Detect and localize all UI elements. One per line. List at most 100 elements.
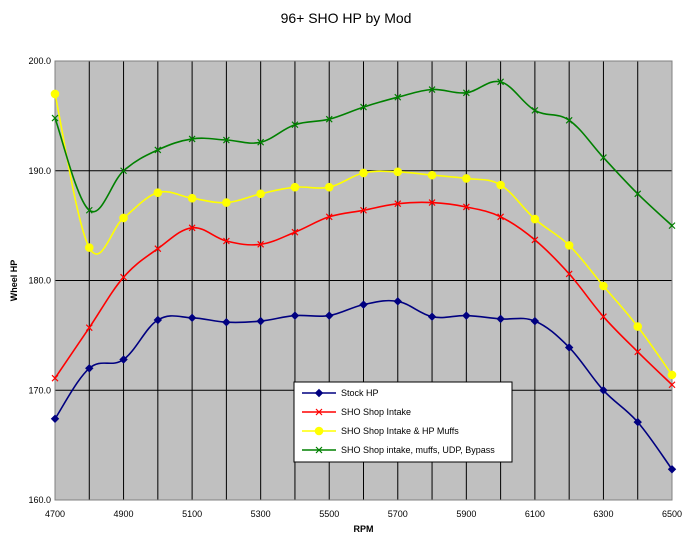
data-point (394, 200, 402, 208)
x-tick-label: 5700 (388, 509, 408, 519)
data-point (668, 222, 676, 230)
x-tick-label: 4900 (114, 509, 134, 519)
data-point (222, 237, 230, 245)
data-point (360, 103, 367, 111)
data-point (359, 300, 368, 309)
data-point (462, 311, 471, 320)
legend-marker (314, 388, 324, 398)
x-tick-label: 5100 (182, 509, 202, 519)
data-point (50, 89, 60, 99)
legend-marker (315, 408, 323, 416)
data-point (119, 213, 128, 223)
data-point (290, 311, 300, 320)
x-tick-label: 4700 (45, 509, 65, 519)
legend-label: SHO Shop Intake (341, 407, 411, 417)
data-point (222, 136, 230, 144)
x-axis-ticks: 4700 4900 5100 5300 5500 5700 5900 6100 6300 6500 (45, 509, 682, 519)
data-point (325, 311, 334, 320)
data-point (51, 114, 59, 122)
data-point (633, 322, 643, 331)
data-point (324, 182, 334, 192)
data-point (599, 386, 608, 395)
data-point (394, 93, 402, 101)
data-point (257, 138, 265, 146)
data-point (188, 224, 196, 232)
legend-label: Stock HP (341, 388, 379, 398)
data-point (290, 182, 300, 192)
legend-label: SHO Shop intake, muffs, UDP, Bypass (341, 445, 495, 455)
series-2 (51, 199, 676, 389)
data-point (531, 236, 539, 244)
data-point (531, 106, 539, 114)
data-point (187, 313, 197, 323)
x-tick-label: 6500 (662, 509, 682, 519)
data-point (393, 167, 403, 177)
series-3 (50, 89, 677, 380)
data-point (462, 174, 471, 183)
data-point (153, 315, 163, 325)
data-point (187, 193, 197, 203)
data-point (257, 240, 265, 248)
x-axis-title: RPM (354, 524, 374, 534)
plot-border (54, 60, 673, 501)
data-point (85, 324, 93, 332)
data-point (120, 167, 127, 175)
data-point (50, 414, 60, 423)
data-point (600, 313, 607, 321)
y-tick-label: 160.0 (28, 495, 51, 505)
data-point (634, 348, 642, 356)
data-point (496, 180, 505, 190)
data-point (667, 370, 677, 380)
data-point (427, 312, 437, 321)
x-tick-label: 6100 (525, 509, 545, 519)
data-point (667, 465, 677, 474)
data-point (84, 243, 94, 252)
series-layer (50, 78, 677, 474)
data-point (530, 316, 540, 326)
data-point (222, 198, 231, 207)
legend-marker (314, 426, 324, 436)
data-point (85, 364, 94, 373)
x-tick-label: 6300 (593, 509, 613, 519)
data-point (188, 135, 196, 143)
data-point (428, 86, 436, 93)
data-point (154, 146, 162, 154)
data-point (256, 189, 265, 199)
data-point (564, 343, 574, 352)
y-tick-label: 190.0 (28, 166, 51, 176)
data-point (634, 190, 642, 198)
data-point (393, 297, 402, 306)
x-tick-label: 5300 (251, 509, 271, 519)
data-point (497, 213, 505, 221)
data-point (291, 121, 299, 129)
data-point (565, 116, 573, 124)
data-point (325, 213, 333, 221)
data-point (359, 168, 368, 178)
data-point (291, 228, 299, 236)
chart-title: 96+ SHO HP by Mod (280, 10, 412, 26)
data-point (360, 206, 367, 214)
data-point (51, 374, 59, 382)
data-point (599, 281, 608, 291)
data-point (119, 355, 128, 364)
data-point (462, 89, 470, 97)
data-point (120, 273, 127, 281)
legend-label: SHO Shop Intake & HP Muffs (341, 426, 459, 436)
data-point (154, 245, 162, 253)
y-axis-ticks: 160.0 170.0 180.0 190.0 200.0 (28, 56, 51, 505)
series-1 (50, 297, 677, 474)
data-point (256, 316, 265, 326)
data-point (427, 170, 437, 180)
data-point (153, 188, 163, 197)
legend-marker (315, 446, 323, 454)
x-tick-label: 5900 (456, 509, 476, 519)
data-point (600, 154, 607, 162)
y-tick-label: 180.0 (28, 276, 51, 286)
x-tick-label: 5500 (319, 509, 339, 519)
data-point (496, 314, 505, 324)
y-axis-title: Wheel HP (9, 260, 19, 302)
data-point (530, 214, 540, 224)
data-point (633, 417, 642, 427)
y-tick-label: 200.0 (28, 56, 51, 66)
